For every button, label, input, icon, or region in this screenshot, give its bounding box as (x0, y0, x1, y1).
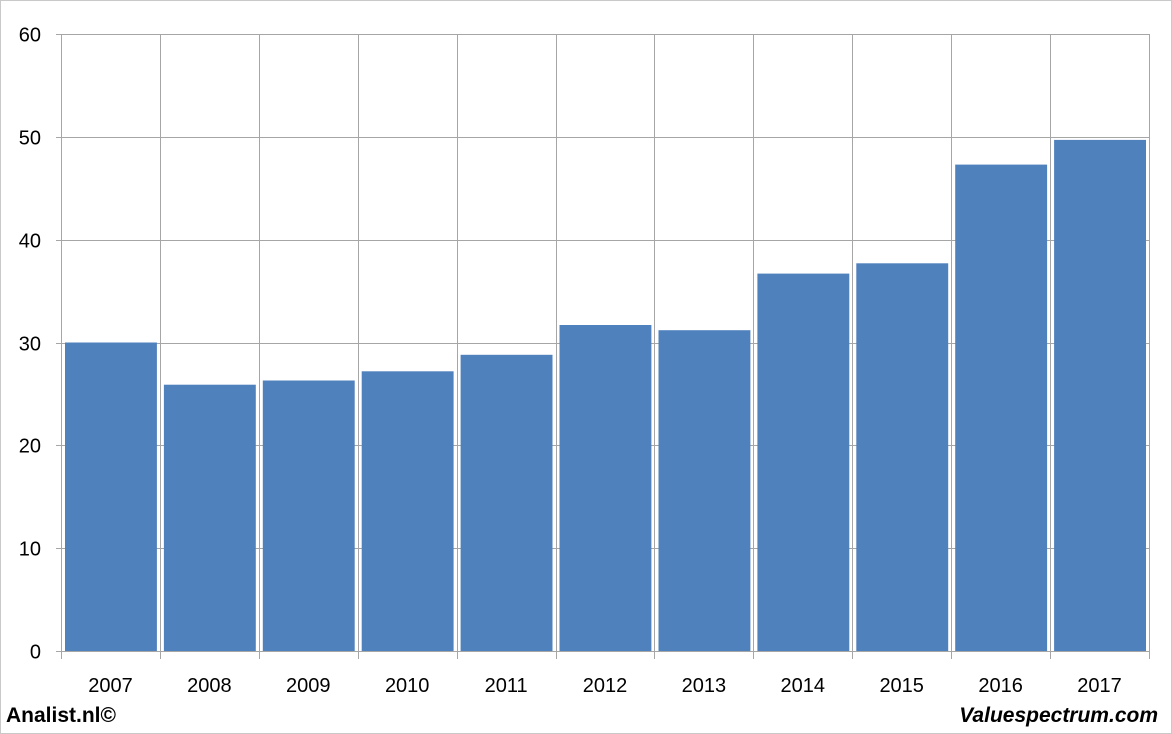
x-tick-label: 2016 (978, 675, 1023, 697)
x-tick-label: 2009 (286, 675, 331, 697)
bar-2009 (262, 380, 355, 651)
y-tick-labels: 0 10 20 30 40 50 60 (19, 25, 41, 664)
bar-2016 (955, 164, 1048, 651)
x-tick-label: 2011 (485, 675, 528, 697)
bar-2015 (856, 263, 949, 651)
x-tick-label: 2017 (1077, 675, 1122, 697)
y-tick-label: 0 (30, 642, 41, 664)
x-tick-label: 2008 (187, 675, 232, 697)
bar-2007 (65, 342, 157, 651)
x-tick-label: 2014 (781, 675, 826, 697)
y-tick-label: 20 (19, 436, 41, 458)
x-tick-label: 2015 (879, 675, 924, 697)
y-tick-label: 50 (19, 128, 41, 150)
bar-2012 (559, 325, 652, 651)
bars (65, 139, 1146, 651)
axes (56, 34, 1150, 659)
y-tick-label: 60 (19, 25, 41, 47)
bar-2013 (658, 330, 751, 651)
y-tick-label: 10 (19, 539, 41, 561)
bar-2011 (460, 354, 553, 651)
bar-2008 (163, 384, 256, 651)
x-tick-labels: 2007 2008 2009 2010 2011 2012 2013 2014 2015 2016… (88, 675, 1122, 697)
footer-right-credit: Valuespectrum.com (959, 704, 1158, 727)
x-tick-label: 2010 (385, 675, 430, 697)
bar-2010 (361, 371, 454, 651)
bar-2017 (1054, 139, 1146, 651)
y-tick-label: 40 (19, 231, 41, 253)
x-tick-label: 2013 (682, 675, 727, 697)
y-tick-label: 30 (19, 334, 41, 356)
footer-left-credit: Analist.nl© (6, 704, 116, 727)
bar-2014 (757, 273, 850, 651)
x-tick-label: 2007 (88, 675, 133, 697)
x-tick-label: 2012 (583, 675, 628, 697)
